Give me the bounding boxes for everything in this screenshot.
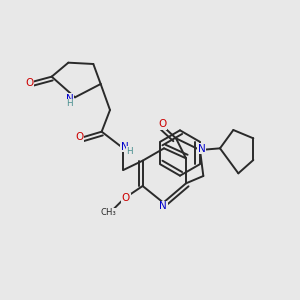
Text: N: N bbox=[66, 94, 74, 104]
Text: H: H bbox=[127, 147, 133, 156]
Text: N: N bbox=[160, 201, 167, 211]
Text: CH₃: CH₃ bbox=[100, 208, 116, 217]
Text: O: O bbox=[25, 78, 34, 88]
Text: N: N bbox=[121, 142, 129, 152]
Text: H: H bbox=[66, 99, 73, 108]
Text: O: O bbox=[158, 119, 167, 130]
Text: N: N bbox=[198, 143, 206, 154]
Text: O: O bbox=[122, 193, 130, 203]
Text: O: O bbox=[76, 132, 84, 142]
